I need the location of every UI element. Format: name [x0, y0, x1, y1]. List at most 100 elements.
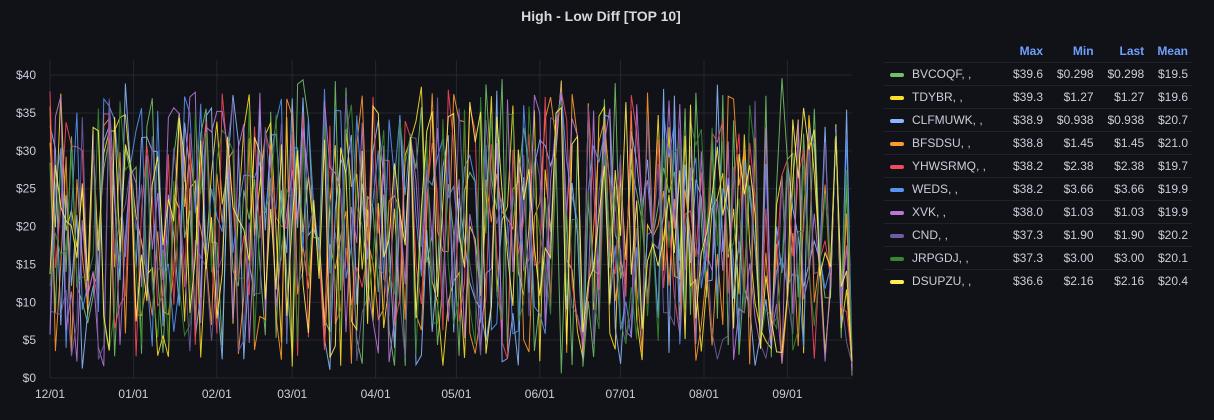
legend-series-name[interactable]: DSUPZU, ,	[884, 269, 1004, 292]
legend-max-value: $39.6	[1003, 62, 1047, 86]
legend-mean-value: $19.9	[1148, 177, 1192, 201]
legend-series-label: CLFMUWK, ,	[912, 113, 983, 127]
legend-last-value: $0.298	[1097, 62, 1149, 86]
series-line-bfsdsu	[49, 86, 853, 368]
legend-mean-value: $20.7	[1148, 108, 1192, 132]
legend-color-swatch	[890, 210, 904, 215]
legend-min-value: $1.90	[1047, 223, 1098, 247]
legend-series-name[interactable]: JRPGDJ, ,	[884, 246, 1004, 270]
legend-row[interactable]: CLFMUWK, , $38.9 $0.938 $0.938 $20.7	[884, 108, 1192, 132]
legend-series-name[interactable]: TDYBR, ,	[884, 85, 1004, 109]
legend-series-name[interactable]: BVCOQF, ,	[884, 62, 1004, 86]
legend-last-value: $2.38	[1097, 154, 1149, 178]
legend-min-value: $1.45	[1047, 131, 1098, 155]
x-tick-label: 08/01	[689, 387, 719, 401]
legend-series-label: WEDS, ,	[912, 182, 959, 196]
legend-min-value: $3.66	[1047, 177, 1098, 201]
legend-series-label: JRPGDJ, ,	[912, 251, 969, 265]
legend-series-name[interactable]: CND, ,	[884, 223, 1004, 247]
legend-row[interactable]: WEDS, , $38.2 $3.66 $3.66 $19.9	[884, 177, 1192, 201]
legend-mean-value: $19.5	[1148, 62, 1192, 86]
legend-color-swatch	[890, 187, 904, 192]
legend-min-value: $2.16	[1047, 269, 1098, 292]
legend-color-swatch	[890, 279, 904, 284]
legend-color-swatch	[890, 141, 904, 146]
legend-mean-header[interactable]: Mean	[1157, 44, 1188, 58]
legend-name-header	[884, 42, 1004, 63]
y-axis: $0 $5 $10 $15 $20 $25 $30 $35 $40	[16, 68, 36, 385]
legend-mean-value: $20.2	[1148, 223, 1192, 247]
legend-min-header[interactable]: Min	[1072, 44, 1094, 58]
legend-last-value: $3.00	[1097, 246, 1149, 270]
series-line-xvk	[49, 91, 853, 371]
legend-last-value: $2.16	[1097, 269, 1149, 292]
y-tick-label: $40	[16, 68, 36, 82]
legend-table: Max Min Last Mean BVCOQF, , $39.6 $0.298 $0…	[884, 42, 1192, 292]
legend-last-header[interactable]: Last	[1119, 44, 1145, 58]
y-tick-label: $20	[16, 220, 36, 234]
legend-max-value: $38.2	[1003, 154, 1047, 178]
series-line-cnd	[49, 96, 853, 364]
legend-max-value: $37.3	[1003, 246, 1047, 270]
panel-title[interactable]: High - Low Diff [TOP 10]	[521, 8, 681, 24]
legend-row[interactable]: TDYBR, , $39.3 $1.27 $1.27 $19.6	[884, 85, 1192, 109]
legend-color-swatch	[890, 233, 904, 238]
series-line-weds	[49, 88, 853, 351]
series-line-yhwsrmq	[49, 89, 853, 361]
x-tick-label: 09/01	[772, 387, 802, 401]
legend-last-value: $0.938	[1097, 108, 1149, 132]
legend-series-name[interactable]: YHWSRMQ, ,	[884, 154, 1004, 178]
legend-series-label: YHWSRMQ, ,	[912, 159, 986, 173]
legend-min-value: $3.00	[1047, 246, 1098, 270]
legend-last-value: $3.66	[1097, 177, 1149, 201]
legend-series-label: TDYBR, ,	[912, 90, 963, 104]
legend-min-value: $0.298	[1047, 62, 1098, 86]
x-tick-label: 01/01	[118, 387, 148, 401]
y-tick-label: $10	[16, 295, 36, 309]
x-tick-label: 03/01	[277, 387, 307, 401]
legend-color-swatch	[890, 118, 904, 123]
legend-row[interactable]: YHWSRMQ, , $38.2 $2.38 $2.38 $19.7	[884, 154, 1192, 178]
legend-series-name[interactable]: BFSDSU, ,	[884, 131, 1004, 155]
legend-mean-value: $21.0	[1148, 131, 1192, 155]
legend-series-label: BVCOQF, ,	[912, 67, 972, 81]
legend-row[interactable]: BFSDSU, , $38.8 $1.45 $1.45 $21.0	[884, 131, 1192, 155]
legend-series-name[interactable]: CLFMUWK, ,	[884, 108, 1004, 132]
legend-mean-value: $19.6	[1148, 85, 1192, 109]
legend-max-header[interactable]: Max	[1019, 44, 1043, 58]
legend-max-value: $38.2	[1003, 177, 1047, 201]
legend-header-row: Max Min Last Mean	[884, 42, 1192, 63]
legend-mean-value: $19.7	[1148, 154, 1192, 178]
legend-max-value: $39.3	[1003, 85, 1047, 109]
legend-mean-value: $19.9	[1148, 200, 1192, 224]
legend-min-value: $1.27	[1047, 85, 1098, 109]
legend-series-name[interactable]: WEDS, ,	[884, 177, 1004, 201]
legend-series-label: DSUPZU, ,	[912, 274, 972, 288]
legend-row[interactable]: XVK, , $38.0 $1.03 $1.03 $19.9	[884, 200, 1192, 224]
legend-row[interactable]: BVCOQF, , $39.6 $0.298 $0.298 $19.5	[884, 62, 1192, 86]
legend-min-value: $1.03	[1047, 200, 1098, 224]
legend-color-swatch	[890, 256, 904, 261]
y-tick-label: $35	[16, 106, 36, 120]
legend-series-label: CND, ,	[912, 228, 948, 242]
legend-max-value: $38.0	[1003, 200, 1047, 224]
legend-max-value: $38.8	[1003, 131, 1047, 155]
legend-max-value: $37.3	[1003, 223, 1047, 247]
legend-row[interactable]: CND, , $37.3 $1.90 $1.90 $20.2	[884, 223, 1192, 247]
legend-last-value: $1.03	[1097, 200, 1149, 224]
legend-row[interactable]: JRPGDJ, , $37.3 $3.00 $3.00 $20.1	[884, 246, 1192, 270]
legend-color-swatch	[890, 95, 904, 100]
legend-series-label: XVK, ,	[912, 205, 947, 219]
legend-last-value: $1.90	[1097, 223, 1149, 247]
legend-series-name[interactable]: XVK, ,	[884, 200, 1004, 224]
y-tick-label: $25	[16, 182, 36, 196]
legend-row[interactable]: DSUPZU, , $36.6 $2.16 $2.16 $20.4	[884, 269, 1192, 292]
line-chart: $0 $5 $10 $15 $20 $25 $30 $35 $40 12/01 01/01 02/0…	[16, 60, 853, 401]
legend-last-value: $1.27	[1097, 85, 1149, 109]
legend-max-value: $38.9	[1003, 108, 1047, 132]
x-axis: 12/01 01/01 02/01 03/01 04/01 05/01 06/01 07/01…	[35, 387, 803, 401]
legend-last-value: $1.45	[1097, 131, 1149, 155]
legend-max-value: $36.6	[1003, 269, 1047, 292]
x-tick-label: 02/01	[202, 387, 232, 401]
series-line-jrpgdj	[49, 96, 853, 356]
